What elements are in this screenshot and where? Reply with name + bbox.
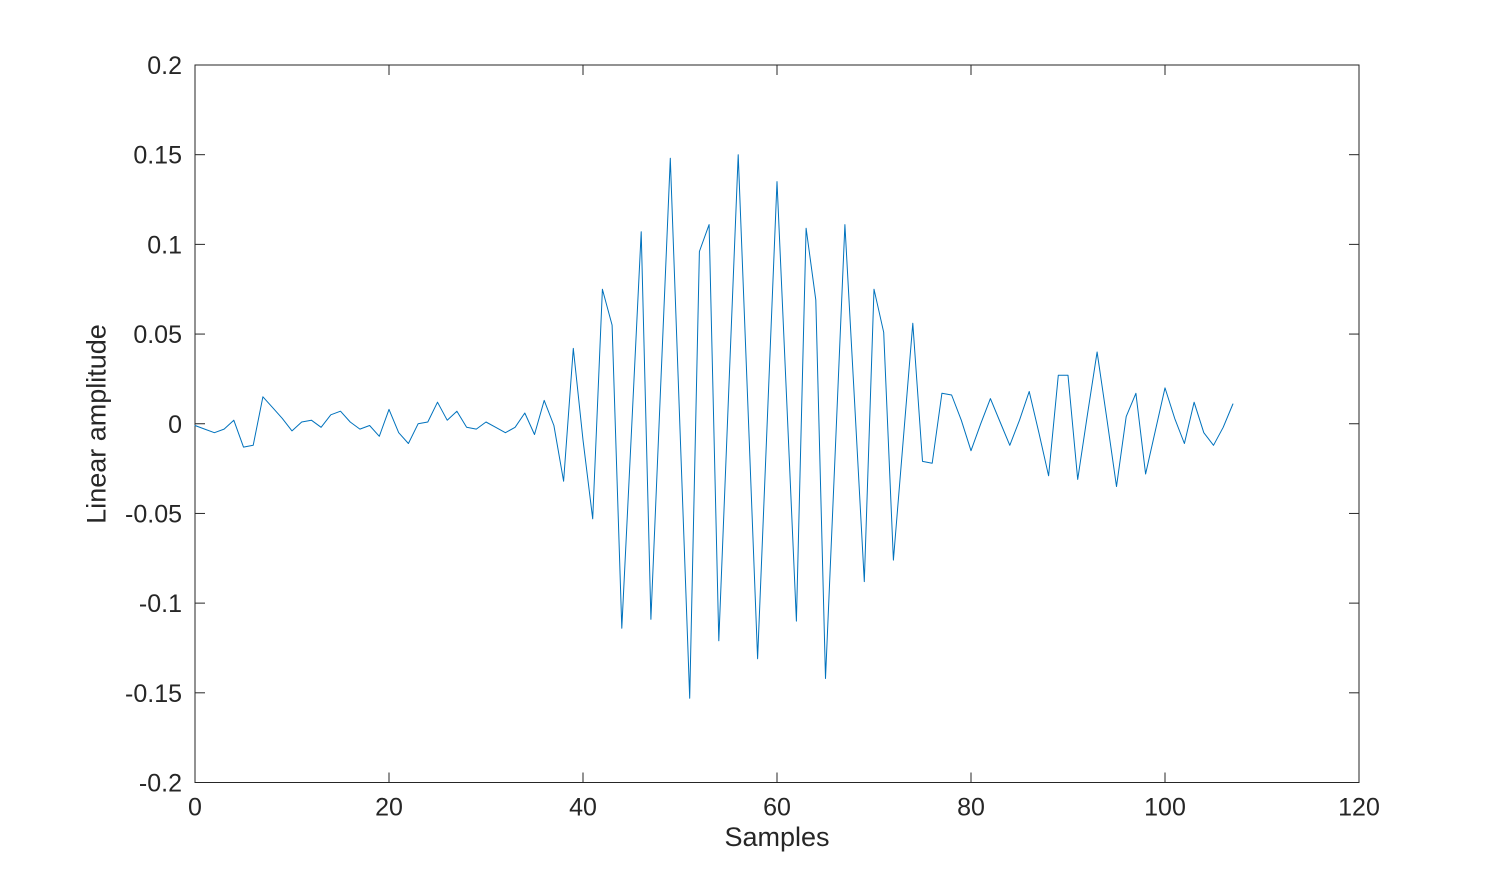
y-axis-label: Linear amplitude	[81, 324, 112, 524]
x-axis-label: Samples	[724, 822, 830, 852]
x-tick-label: 120	[1338, 794, 1380, 822]
y-tick-label: -0.05	[125, 500, 182, 528]
y-tick-label: -0.15	[125, 680, 182, 708]
y-tick-label: -0.1	[139, 590, 182, 618]
y-tick-label: 0.1	[147, 231, 182, 259]
y-tick-label: 0	[168, 411, 182, 439]
plot-box	[194, 64, 1360, 783]
y-tick-label: 0.2	[147, 52, 182, 80]
x-tick-label: 100	[1144, 794, 1186, 822]
x-tick-label: 20	[375, 794, 403, 822]
x-tick-label: 0	[188, 794, 202, 822]
y-tick-label: 0.05	[133, 321, 182, 349]
x-tick-label: 80	[957, 794, 985, 822]
y-tick-label: -0.2	[139, 770, 182, 798]
x-tick-label: 40	[569, 794, 597, 822]
x-tick-label: 60	[763, 794, 791, 822]
y-tick-label: 0.15	[133, 142, 182, 170]
series-line	[194, 154, 1234, 699]
